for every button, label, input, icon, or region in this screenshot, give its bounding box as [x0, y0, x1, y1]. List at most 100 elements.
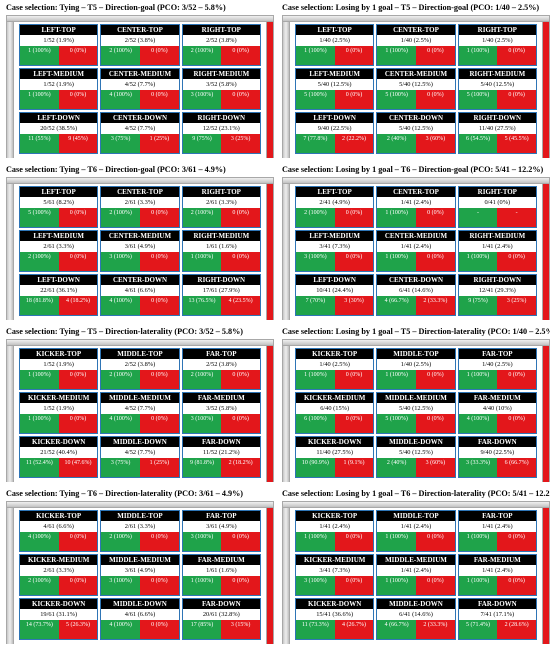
zone-results: 4 (100%) 0 (0%)	[101, 90, 179, 109]
goal-zone: RIGHT-DOWN 12/52 (23.1%) 9 (75%) 3 (25%)	[181, 112, 261, 154]
goal-frame: LEFT-TOP 2/41 (4.9%) 2 (100%) 0 (0%) CENTER-…	[282, 177, 550, 322]
goal-zone: CENTER-DOWN 5/40 (12.5%) 2 (40%) 3 (60%)	[376, 112, 456, 154]
goal-panel: Case selection: Losing by 1 goal – T5 – …	[282, 326, 550, 484]
zone-name: KICKER-TOP	[296, 349, 374, 359]
missed-cell: 0 (0%)	[334, 532, 374, 551]
left-post	[282, 15, 290, 158]
zone-grid: KICKER-TOP 1/40 (2.5%) 1 (100%) 0 (0%) MIDDL…	[295, 348, 537, 478]
zone-value: 1/41 (2.4%)	[319, 523, 350, 530]
zone-name: CENTER-MEDIUM	[101, 231, 179, 241]
scored-cell: 1 (100%)	[20, 414, 59, 433]
missed-cell: 0 (0%)	[221, 90, 260, 109]
zone-name: CENTER-DOWN	[377, 113, 455, 123]
goal-zone: LEFT-DOWN 10/41 (24.4%) 7 (70%) 3 (30%)	[295, 274, 375, 316]
goal-zone: LEFT-TOP 1/52 (1.9%) 1 (100%) 0 (0%)	[19, 24, 99, 66]
right-post	[542, 15, 550, 158]
left-post	[6, 177, 14, 320]
goal-zone: CENTER-TOP 2/52 (3.8%) 2 (100%) 0 (0%)	[100, 24, 180, 66]
zone-name: MIDDLE-MEDIUM	[101, 555, 179, 565]
zone-name: RIGHT-DOWN	[182, 275, 260, 285]
missed-cell: 0 (0%)	[221, 576, 260, 595]
goal-zone: FAR-TOP 2/52 (3.8%) 2 (100%) 0 (0%)	[181, 348, 261, 390]
zone-results: 4 (100%) 0 (0%)	[458, 414, 536, 433]
goal-zone: MIDDLE-MEDIUM 5/40 (12.5%) 5 (100%) 0 (0%)	[376, 392, 456, 434]
missed-cell: 0 (0%)	[334, 252, 374, 271]
zone-name: CENTER-DOWN	[101, 275, 179, 285]
zone-value: 3/61 (4.9%)	[124, 243, 156, 250]
zone-value: 1/52 (1.9%)	[43, 361, 74, 368]
missed-cell: 0 (0%)	[334, 414, 374, 433]
left-post	[6, 339, 14, 482]
zone-results: 3 (75%) 1 (25%)	[101, 458, 179, 477]
zone-value: 0/41 (0%)	[484, 199, 511, 206]
goal-frame: KICKER-TOP 4/61 (6.6%) 4 (100%) 0 (0%) MIDDL…	[6, 501, 274, 646]
goal-zone: CENTER-DOWN 4/52 (7.7%) 3 (75%) 1 (25%)	[100, 112, 180, 154]
panel-title: Case selection: Losing by 1 goal – T6 – …	[282, 165, 544, 174]
right-post	[266, 501, 274, 644]
zone-results: 3 (100%) 0 (0%)	[182, 90, 260, 109]
zone-value: 6/40 (15%)	[320, 405, 350, 412]
zone-results: 3 (100%) 0 (0%)	[101, 252, 179, 271]
zone-name: RIGHT-DOWN	[458, 113, 536, 123]
goal-zone: CENTER-TOP 2/61 (3.3%) 2 (100%) 0 (0%)	[100, 186, 180, 228]
zone-name: FAR-MEDIUM	[458, 393, 536, 403]
goal-zone: CENTER-MEDIUM 5/40 (12.5%) 5 (100%) 0 (0%)	[376, 68, 456, 110]
goal-zone: LEFT-MEDIUM 3/41 (7.3%) 3 (100%) 0 (0%)	[295, 230, 375, 272]
scored-cell: 4 (100%)	[101, 620, 140, 639]
missed-cell: 0 (0%)	[58, 576, 98, 595]
goal-zone: RIGHT-DOWN 17/61 (27.9%) 13 (76.5%) 4 (23.5…	[181, 274, 261, 316]
missed-cell: 0 (0%)	[221, 208, 260, 227]
zone-value: 2/52 (3.8%)	[206, 361, 237, 368]
goal-zone: RIGHT-TOP 1/40 (2.5%) 1 (100%) 0 (0%)	[457, 24, 537, 66]
missed-cell: 5 (45.5%)	[497, 134, 536, 153]
goal-zone: MIDDLE-DOWN 5/40 (12.5%) 2 (40%) 3 (60%)	[376, 436, 456, 478]
zone-results: 7 (70%) 3 (30%)	[296, 296, 374, 315]
zone-name: MIDDLE-TOP	[101, 349, 179, 359]
zone-results: 17 (85%) 3 (15%)	[182, 620, 260, 639]
panel-title: Case selection: Losing by 1 goal – T5 – …	[282, 327, 550, 336]
zone-name: MIDDLE-DOWN	[101, 437, 179, 447]
zone-results: 2 (40%) 3 (60%)	[377, 458, 455, 477]
zone-results: 5 (71.4%) 2 (28.6%)	[458, 620, 536, 639]
scored-cell: 1 (100%)	[20, 90, 59, 109]
left-post	[282, 177, 290, 320]
zone-value: 4/61 (6.6%)	[43, 523, 74, 530]
missed-cell: 0 (0%)	[58, 532, 98, 551]
zone-results: 3 (100%) 0 (0%)	[182, 532, 260, 551]
zone-name: MIDDLE-TOP	[101, 511, 179, 521]
zone-name: KICKER-TOP	[20, 349, 98, 359]
zone-value: 1/41 (2.4%)	[400, 567, 432, 574]
zone-name: LEFT-TOP	[296, 25, 374, 35]
scored-cell: 1 (100%)	[20, 370, 59, 389]
goal-zone: LEFT-MEDIUM 5/40 (12.5%) 5 (100%) 0 (0%)	[295, 68, 375, 110]
missed-cell: 3 (25%)	[497, 296, 536, 315]
zone-name: FAR-DOWN	[182, 437, 260, 447]
crossbar	[282, 339, 550, 346]
zone-value: 1/41 (2.4%)	[400, 243, 432, 250]
scored-cell: 3 (100%)	[101, 576, 140, 595]
zone-value: 1/52 (1.9%)	[43, 37, 74, 44]
scored-cell: 2 (100%)	[182, 208, 222, 227]
zone-value: 1/52 (1.9%)	[43, 81, 74, 88]
scored-cell: 3 (75%)	[101, 458, 140, 477]
zone-results: 11 (52.4%) 10 (47.6%)	[20, 458, 98, 477]
missed-cell: 3 (25%)	[221, 134, 260, 153]
zone-value: 11/40 (27.5%)	[316, 449, 353, 456]
goal-zone: FAR-DOWN 7/41 (17.1%) 5 (71.4%) 2 (28.6%)	[457, 598, 537, 640]
scored-cell: 11 (55%)	[20, 134, 59, 153]
zone-name: MIDDLE-DOWN	[377, 599, 455, 609]
goal-zone: LEFT-TOP 1/40 (2.5%) 1 (100%) 0 (0%)	[295, 24, 375, 66]
zone-results: 1 (100%) 0 (0%)	[296, 46, 374, 65]
scored-cell: 1 (100%)	[458, 370, 498, 389]
zone-value: 2/61 (3.3%)	[124, 199, 156, 206]
zone-name: MIDDLE-TOP	[377, 349, 455, 359]
goal-zone: CENTER-MEDIUM 1/41 (2.4%) 1 (100%) 0 (0%)	[376, 230, 456, 272]
goal-zone: FAR-MEDIUM 3/52 (5.8%) 3 (100%) 0 (0%)	[181, 392, 261, 434]
zone-value: 4/52 (7.7%)	[124, 405, 156, 412]
goal-zone: MIDDLE-DOWN 4/61 (6.6%) 4 (100%) 0 (0%)	[100, 598, 180, 640]
zone-results: 1 (100%) 0 (0%)	[458, 46, 536, 65]
zone-value: 1/41 (2.4%)	[482, 523, 513, 530]
goal-zone: FAR-MEDIUM 4/40 (10%) 4 (100%) 0 (0%)	[457, 392, 537, 434]
goal-zone: RIGHT-MEDIUM 1/41 (2.4%) 1 (100%) 0 (0%)	[457, 230, 537, 272]
scored-cell: 13 (76.5%)	[182, 296, 222, 315]
